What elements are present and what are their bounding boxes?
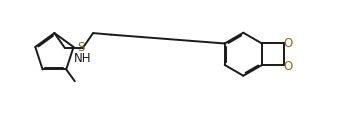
Text: O: O — [283, 60, 292, 73]
Text: S: S — [77, 41, 84, 54]
Text: O: O — [283, 37, 292, 50]
Text: NH: NH — [74, 52, 92, 65]
